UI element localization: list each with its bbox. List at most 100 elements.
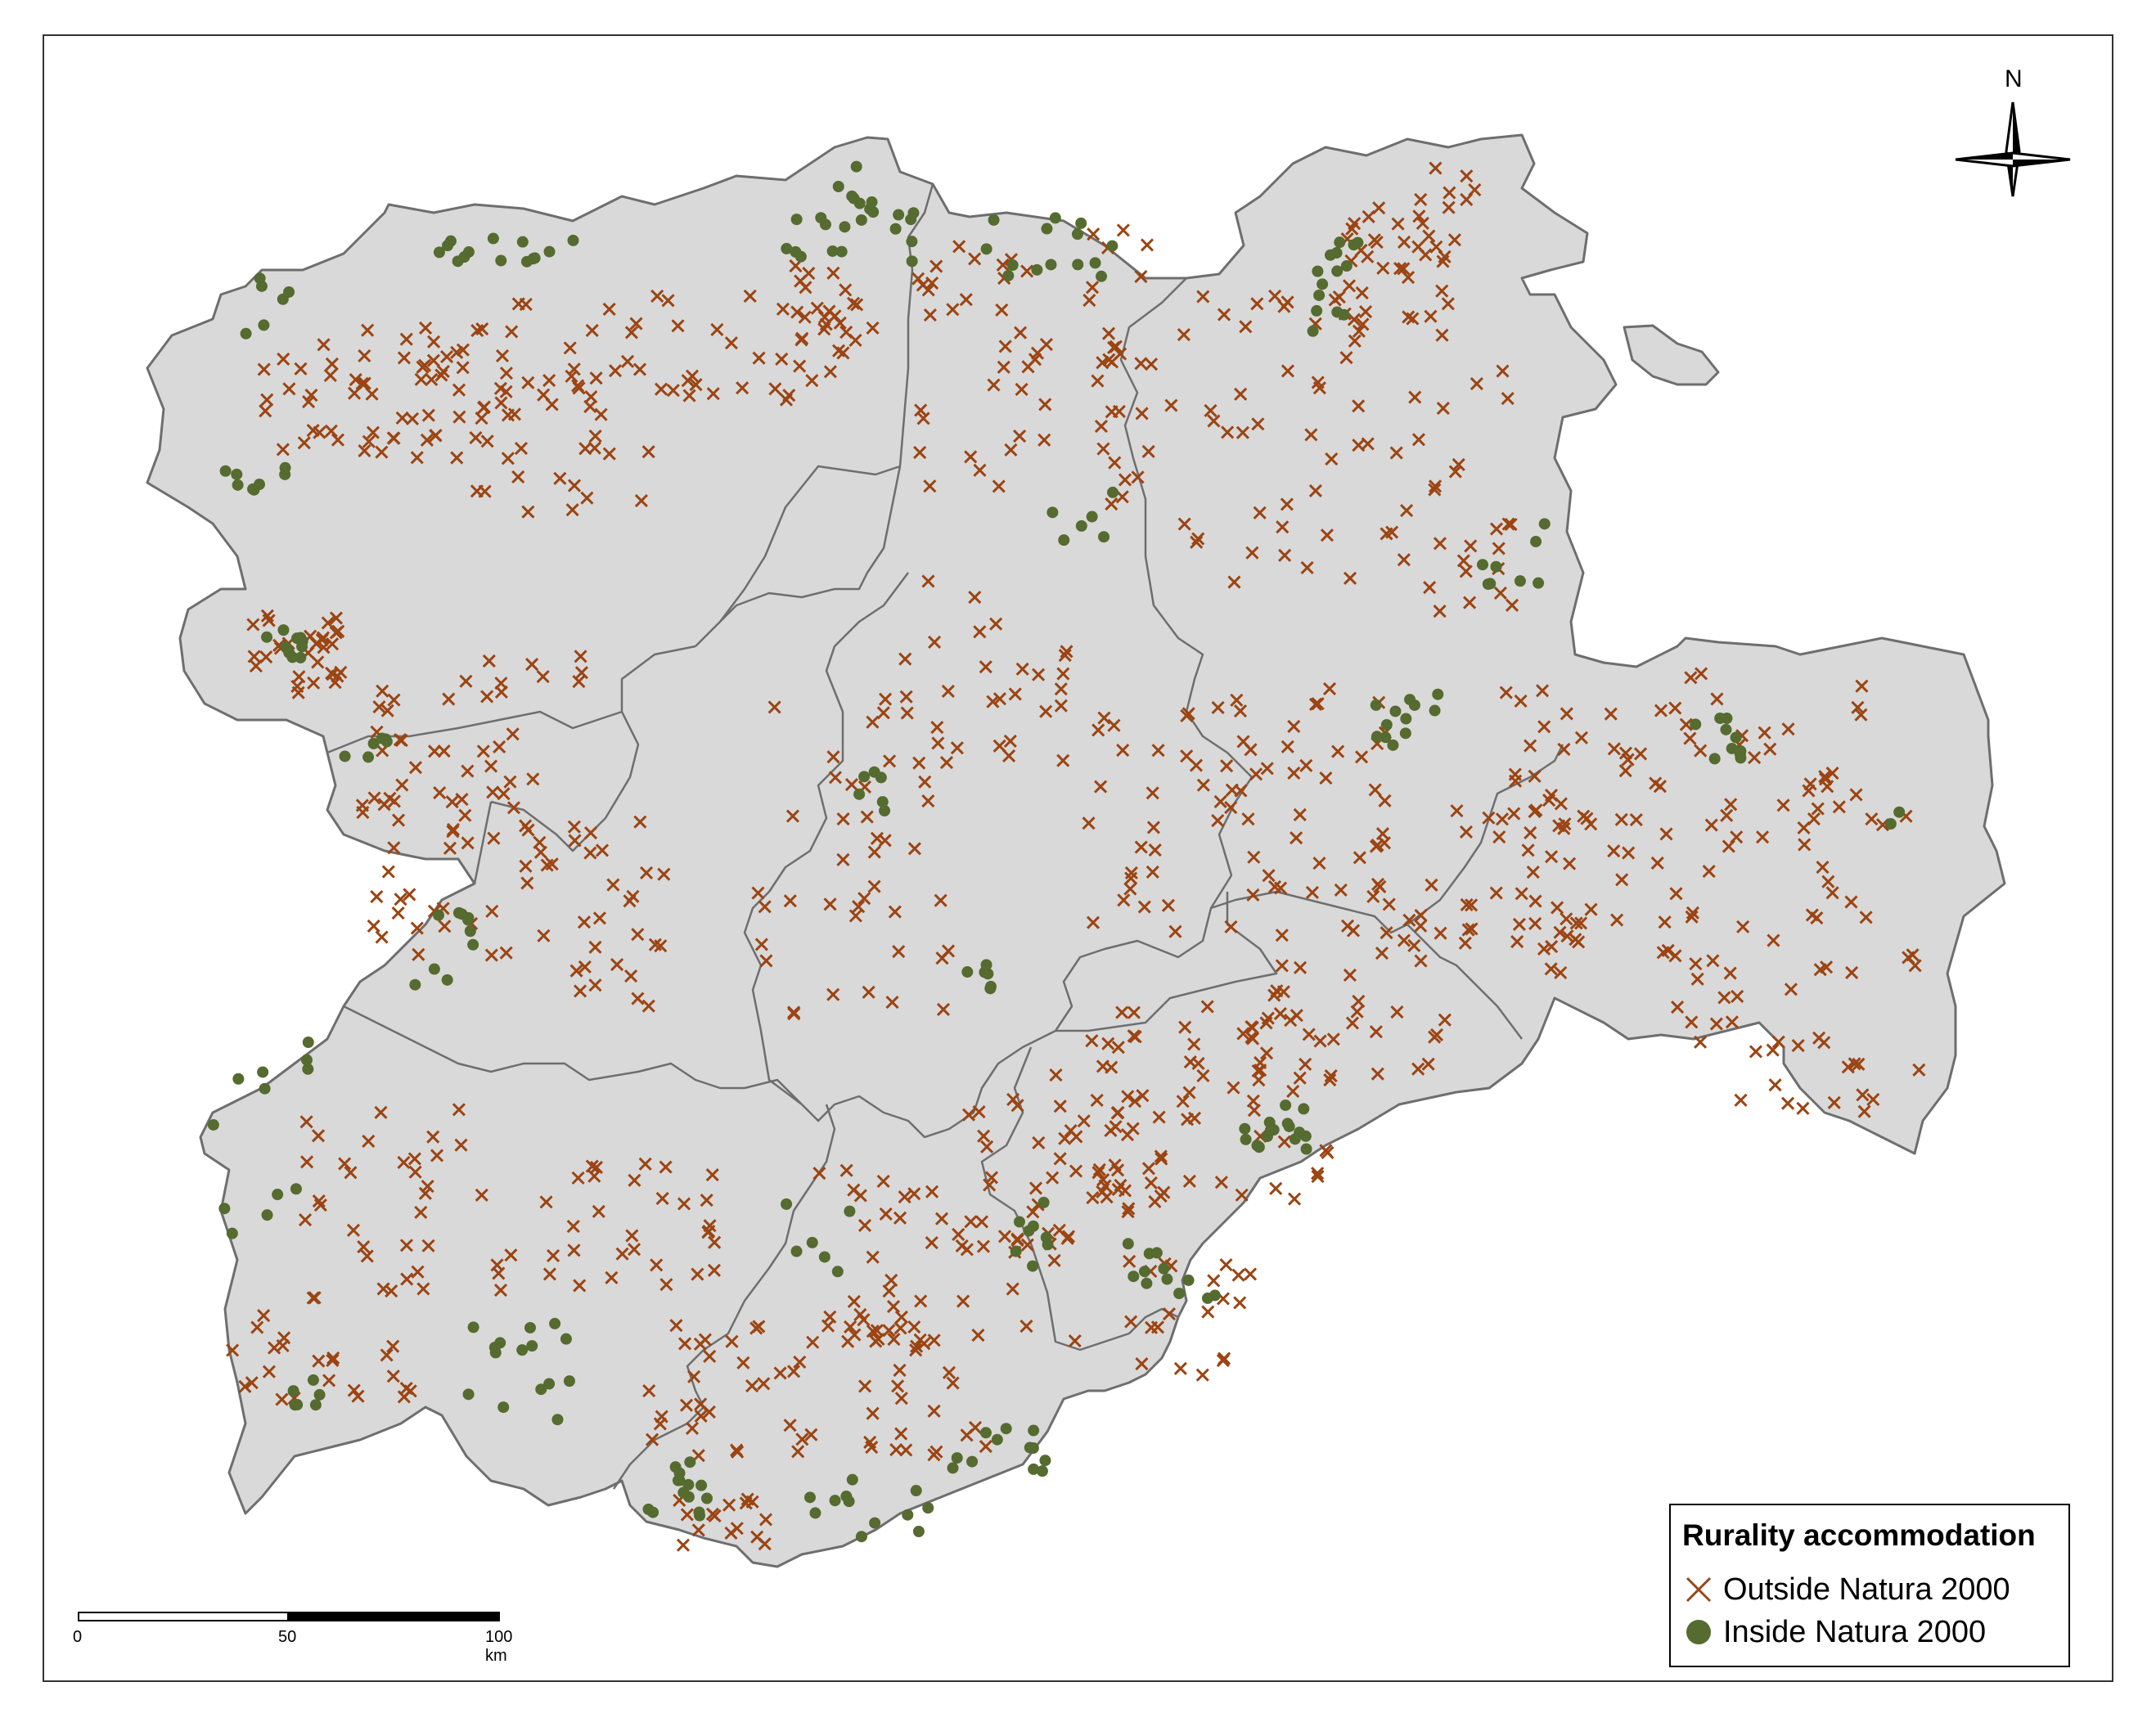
inside-natura-marker (1000, 1423, 1012, 1435)
outside-natura-marker (1236, 425, 1249, 439)
outside-natura-marker (927, 635, 942, 650)
outside-natura-marker (1311, 1167, 1325, 1181)
outside-natura-marker (862, 985, 875, 999)
outside-natura-marker (1436, 402, 1450, 416)
outside-natura-marker (366, 425, 380, 439)
inside-natura-marker (258, 319, 270, 331)
outside-natura-marker (360, 1249, 374, 1263)
outside-natura-marker (1245, 1021, 1259, 1035)
outside-natura-marker (1345, 222, 1359, 236)
outside-natura-marker (1101, 1037, 1115, 1050)
outside-natura-marker (914, 403, 928, 417)
outside-natura-marker (1096, 1173, 1110, 1187)
outside-natura-marker (1134, 840, 1148, 854)
outside-natura-marker (573, 1279, 587, 1293)
outside-natura-marker (375, 445, 389, 459)
outside-natura-marker (1134, 357, 1148, 371)
outside-natura-marker (833, 316, 847, 330)
outside-natura-marker (1526, 865, 1540, 879)
inside-natura-marker (910, 1485, 922, 1497)
outside-natura-marker (725, 1334, 739, 1348)
outside-natura-marker (394, 893, 407, 906)
outside-natura-marker (782, 389, 796, 403)
inside-natura-marker (467, 938, 479, 951)
outside-natura-marker (685, 1421, 700, 1436)
outside-natura-marker (1003, 734, 1017, 749)
outside-natura-marker (1402, 310, 1416, 324)
outside-natura-marker (1002, 749, 1016, 762)
outside-natura-marker (615, 1247, 629, 1261)
outside-natura-marker (795, 1432, 809, 1446)
outside-natura-marker (519, 298, 533, 312)
outside-natura-marker (344, 1166, 358, 1180)
outside-natura-marker (525, 657, 539, 672)
outside-natura-marker (1037, 433, 1051, 447)
inside-natura-marker (1893, 806, 1906, 818)
outside-natura-marker (1524, 825, 1537, 840)
province-borders (326, 183, 1564, 1490)
outside-natura-marker (1012, 429, 1027, 443)
outside-natura-marker (1177, 328, 1191, 342)
outside-natura-marker (923, 479, 937, 493)
inside-natura-marker (642, 1503, 655, 1515)
outside-natura-marker (1791, 1039, 1805, 1053)
outside-natura-marker (276, 443, 290, 456)
outside-natura-marker (677, 1197, 691, 1211)
inside-natura-marker (1389, 705, 1402, 717)
outside-natura-marker (588, 940, 602, 954)
outside-natura-marker (1433, 537, 1447, 551)
inside-natura-marker (905, 214, 917, 226)
inside-natura-marker (979, 1427, 992, 1439)
outside-natura-marker (1177, 517, 1191, 531)
outside-natura-marker (1776, 798, 1790, 812)
outside-natura-marker (1851, 700, 1865, 714)
outside-natura-marker (1176, 1095, 1190, 1109)
outside-natura-marker (785, 809, 799, 823)
outside-natura-marker (521, 505, 535, 519)
outside-natura-marker (839, 283, 853, 297)
outside-natura-marker (1135, 1357, 1149, 1371)
inside-natura-marker (826, 245, 839, 257)
outside-natura-marker (1545, 940, 1559, 954)
outside-natura-marker (705, 1507, 720, 1521)
inside-natura-marker (790, 1245, 803, 1257)
outside-natura-marker (1221, 425, 1235, 439)
inside-natura-marker (1039, 1455, 1051, 1467)
outside-natura-marker (806, 1335, 820, 1349)
north-letter: N (2005, 65, 2023, 92)
inside-natura-marker (207, 1118, 219, 1131)
inside-natura-marker (912, 1526, 925, 1538)
outside-natura-marker (791, 1445, 805, 1459)
outside-natura-marker (545, 857, 559, 871)
outside-natura-marker (858, 1379, 872, 1393)
outside-natura-marker (1553, 925, 1567, 939)
outside-natura-marker (426, 353, 440, 367)
outside-natura-marker (642, 1383, 656, 1398)
outside-natura-marker (724, 336, 738, 350)
outside-natura-marker (1150, 1320, 1165, 1334)
outside-natura-marker (736, 1356, 750, 1369)
outside-natura-marker (992, 479, 1006, 493)
outside-natura-marker (847, 1183, 861, 1197)
outside-natura-marker (1352, 994, 1366, 1008)
outside-natura-marker (323, 368, 337, 382)
outside-natura-marker (907, 1320, 921, 1334)
outside-natura-marker (437, 744, 451, 758)
outside-natura-marker (1311, 1170, 1325, 1184)
outside-natura-marker (313, 1199, 327, 1212)
inside-natura-marker (272, 1189, 284, 1201)
outside-natura-marker (542, 373, 556, 388)
outside-natura-marker (459, 674, 473, 688)
outside-natura-marker (857, 1218, 872, 1232)
inside-natura-marker (700, 1492, 713, 1504)
outside-natura-marker (1122, 1202, 1136, 1216)
outside-natura-marker (1702, 865, 1716, 879)
outside-natura-marker (654, 382, 668, 396)
outside-natura-marker (968, 252, 982, 266)
inside-natura-marker (1311, 304, 1323, 317)
outside-natura-marker (992, 739, 1006, 753)
inside-natura-marker (844, 1205, 856, 1217)
inside-natura-marker (682, 1491, 695, 1503)
outside-natura-marker (826, 266, 840, 280)
outside-natura-marker (317, 641, 331, 654)
